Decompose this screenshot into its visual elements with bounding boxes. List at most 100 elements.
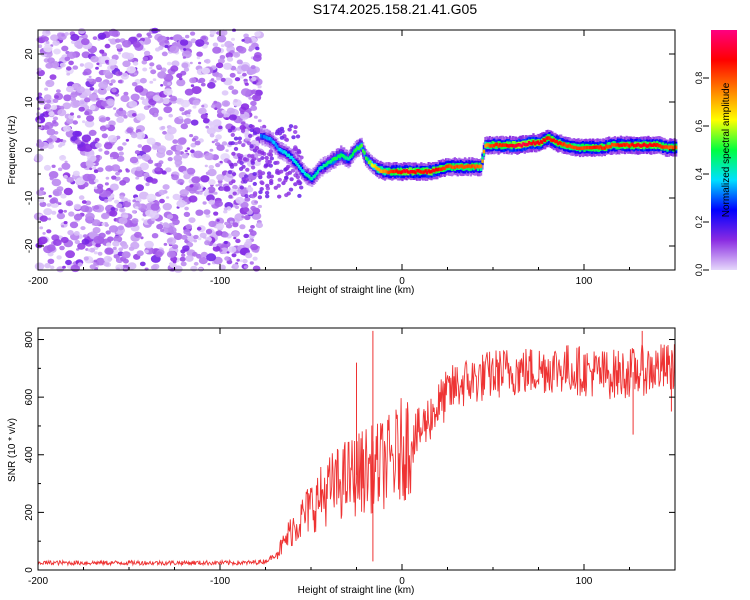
noise-cell <box>46 244 56 252</box>
noise-cell <box>244 194 249 198</box>
noise-cell <box>135 206 139 210</box>
noise-cell <box>196 56 201 60</box>
ridge-cell <box>431 168 435 172</box>
noise-cell <box>252 193 258 197</box>
noise-cell <box>65 200 74 207</box>
noise-cell <box>227 160 232 165</box>
ridge-cell <box>666 145 669 149</box>
noise-cell <box>172 193 181 201</box>
ridge-cell <box>530 142 534 146</box>
noise-cell <box>193 261 199 266</box>
ridge-cell <box>545 136 548 140</box>
noise-cell <box>53 239 62 246</box>
noise-cell <box>158 189 166 196</box>
noise-cell <box>269 181 274 186</box>
ridge-cell <box>667 146 670 150</box>
ridge-cell <box>485 143 488 147</box>
noise-cell <box>104 59 110 64</box>
noise-cell <box>74 139 82 145</box>
noise-cell <box>122 72 128 77</box>
noise-cell <box>111 164 121 172</box>
noise-cell <box>136 250 144 257</box>
ridge-cell <box>386 170 389 175</box>
noise-cell <box>161 170 167 175</box>
noise-cell <box>183 48 187 51</box>
ridge-cell <box>325 162 328 166</box>
noise-cell <box>149 80 154 84</box>
noise-cell <box>219 187 225 191</box>
noise-cell <box>226 107 235 115</box>
ridge-cell <box>427 169 430 173</box>
noise-cell <box>50 104 58 110</box>
noise-cell <box>83 234 88 238</box>
noise-cell <box>105 176 110 180</box>
noise-cell <box>146 193 157 202</box>
noise-cell <box>165 167 172 173</box>
noise-cell <box>287 127 292 132</box>
noise-cell <box>134 231 142 238</box>
noise-cell <box>61 33 65 37</box>
noise-cell <box>63 187 73 196</box>
ridge-cell <box>408 170 411 174</box>
ridge-cell <box>488 144 491 148</box>
noise-cell <box>157 116 163 121</box>
noise-cell <box>109 82 113 86</box>
ridge-cell <box>410 170 413 174</box>
noise-cell <box>110 157 114 160</box>
noise-cell <box>204 240 211 246</box>
ridge-cell <box>612 143 615 147</box>
ridge-cell <box>514 144 518 148</box>
noise-cell <box>280 129 285 134</box>
noise-cell <box>189 61 193 65</box>
noise-cell <box>82 120 86 124</box>
noise-cell <box>103 69 111 76</box>
noise-cell <box>244 177 249 182</box>
noise-cell <box>65 250 75 259</box>
ridge-cell <box>391 169 394 174</box>
ridge-cell <box>511 144 515 148</box>
noise-cell <box>68 114 75 120</box>
noise-cell <box>202 201 207 205</box>
ridge-cell <box>411 170 414 174</box>
noise-cell <box>191 138 197 142</box>
noise-cell <box>103 142 113 150</box>
ridge-cell <box>560 141 563 146</box>
noise-cell <box>243 36 252 44</box>
noise-cell <box>34 262 45 271</box>
ridge-cell <box>554 139 557 144</box>
noise-cell <box>140 96 145 101</box>
noise-cell <box>166 250 176 258</box>
noise-cell <box>97 251 103 256</box>
noise-cell <box>244 174 249 179</box>
ridge-cell <box>434 167 438 171</box>
noise-cell <box>64 160 68 164</box>
snr-frame <box>37 327 676 571</box>
ridge-cell <box>670 145 673 149</box>
noise-cell <box>37 92 43 97</box>
noise-cell <box>221 232 229 238</box>
noise-cell <box>250 89 257 95</box>
noise-cell <box>179 107 185 112</box>
noise-cell <box>107 135 118 143</box>
ridge-cell <box>479 164 483 168</box>
noise-cell <box>241 39 245 42</box>
noise-cell <box>284 175 289 180</box>
noise-cell <box>59 155 67 161</box>
noise-cell <box>276 183 281 188</box>
noise-cell <box>151 217 156 222</box>
ridge-cell <box>552 138 555 142</box>
noise-cell <box>143 172 149 177</box>
noise-cell <box>214 107 218 110</box>
ridge-cell <box>388 170 391 174</box>
noise-cell <box>63 125 71 132</box>
noise-cell <box>103 190 112 197</box>
noise-cell <box>192 99 200 106</box>
ridge-cell <box>436 168 439 172</box>
ridge-cell <box>578 146 582 151</box>
noise-cell <box>210 78 215 81</box>
noise-cell <box>157 71 167 79</box>
ridge-cell <box>584 146 587 150</box>
ridge-cell <box>509 143 512 148</box>
ridge-cell <box>455 164 458 168</box>
noise-cell <box>254 31 261 37</box>
